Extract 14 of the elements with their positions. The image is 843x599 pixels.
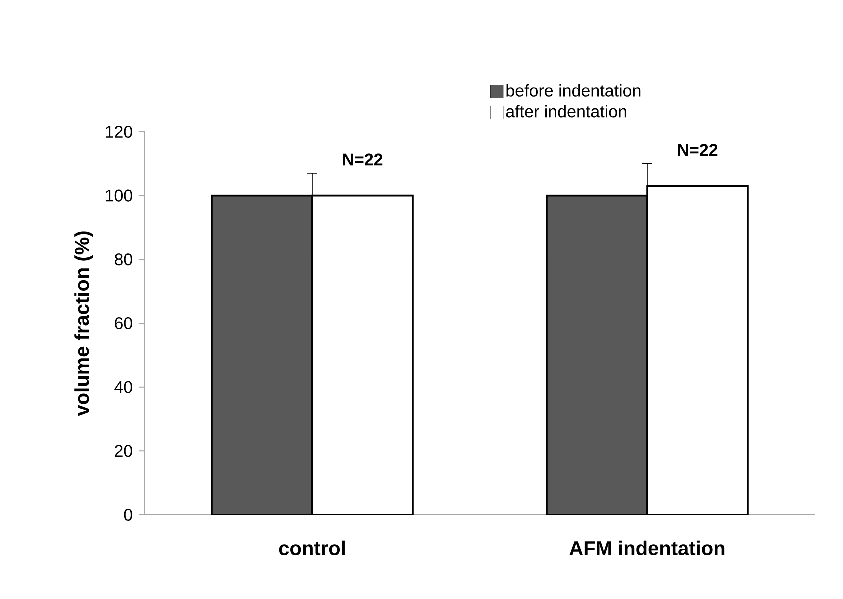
y-tick-label: 100 (106, 190, 132, 202)
annotation: N=22 (343, 154, 383, 166)
y-axis-title: volume fraction (%) (74, 232, 94, 416)
y-tick-label: 40 (114, 381, 132, 394)
x-tick-label: control (279, 540, 345, 556)
y-tick-label: 0 (124, 508, 132, 522)
y-tick-label: 80 (114, 254, 132, 266)
x-tick-label: AFM indentation (570, 540, 725, 556)
y-tick-label: 120 (106, 126, 132, 138)
legend-label: before indentation (506, 84, 641, 97)
y-tick-label: 60 (115, 317, 132, 330)
y-tick-label: 20 (115, 445, 132, 458)
legend-label: after indentation (506, 105, 626, 118)
annotation: N=22 (678, 144, 718, 156)
